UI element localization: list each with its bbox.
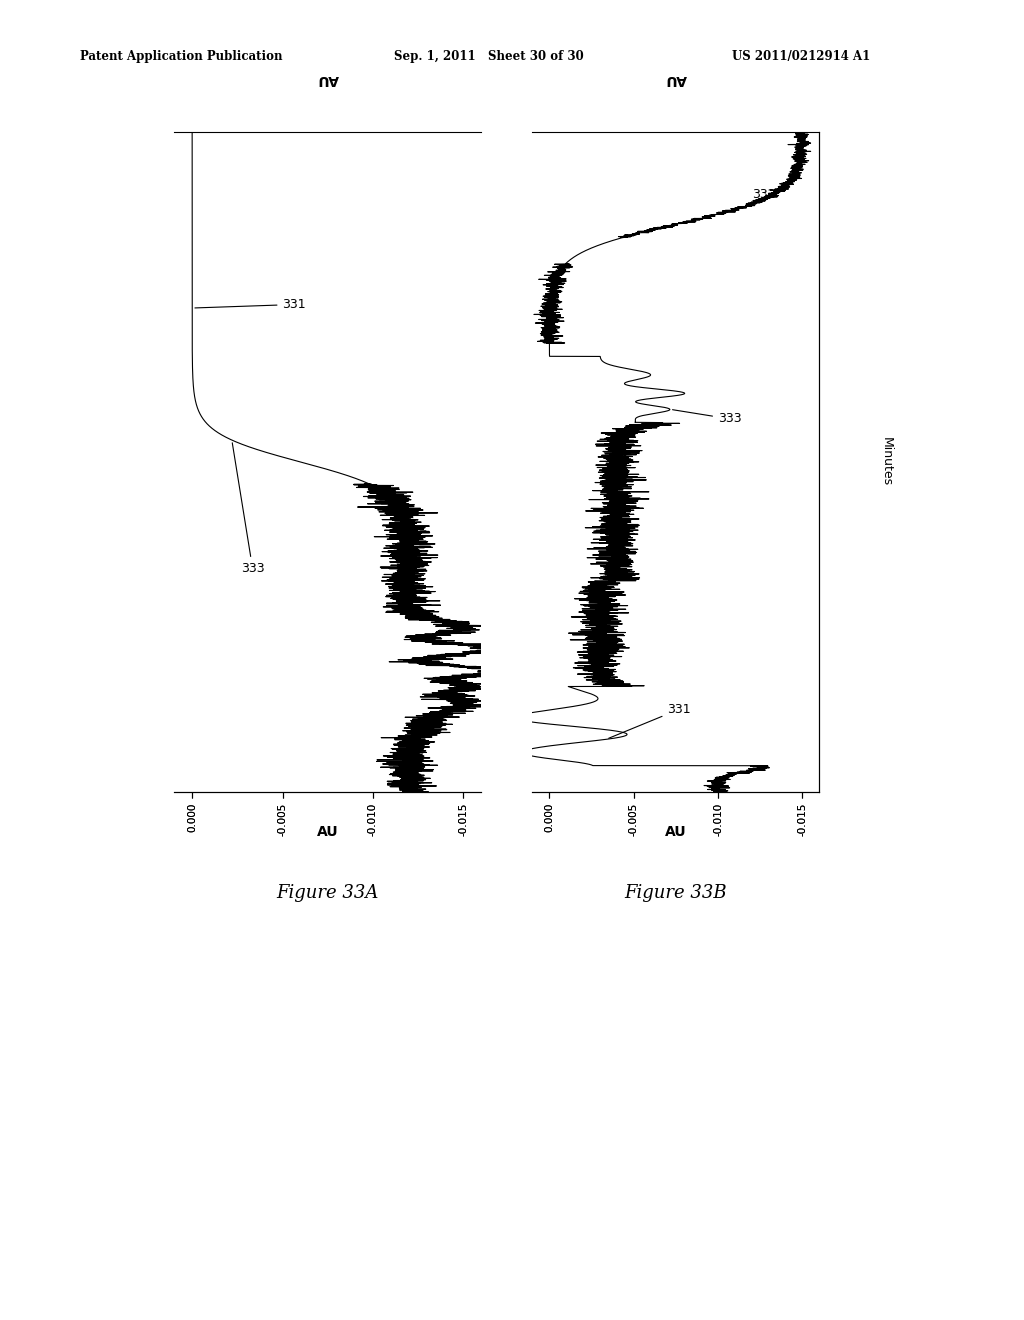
Text: AU: AU (665, 825, 687, 840)
Text: 332: 332 (752, 187, 775, 201)
Text: Minutes: Minutes (880, 437, 892, 487)
Text: AU: AU (316, 71, 339, 86)
Text: Figure 33A: Figure 33A (276, 884, 379, 903)
Text: AU: AU (316, 825, 339, 840)
Text: Patent Application Publication: Patent Application Publication (80, 50, 283, 63)
Text: AU: AU (665, 71, 687, 86)
Text: Sep. 1, 2011   Sheet 30 of 30: Sep. 1, 2011 Sheet 30 of 30 (394, 50, 584, 63)
Text: Figure 33B: Figure 33B (625, 884, 727, 903)
Text: 331: 331 (608, 702, 691, 738)
Text: 333: 333 (232, 442, 264, 576)
Text: US 2011/0212914 A1: US 2011/0212914 A1 (732, 50, 870, 63)
Text: 333: 333 (673, 409, 741, 425)
Text: 331: 331 (195, 298, 306, 312)
